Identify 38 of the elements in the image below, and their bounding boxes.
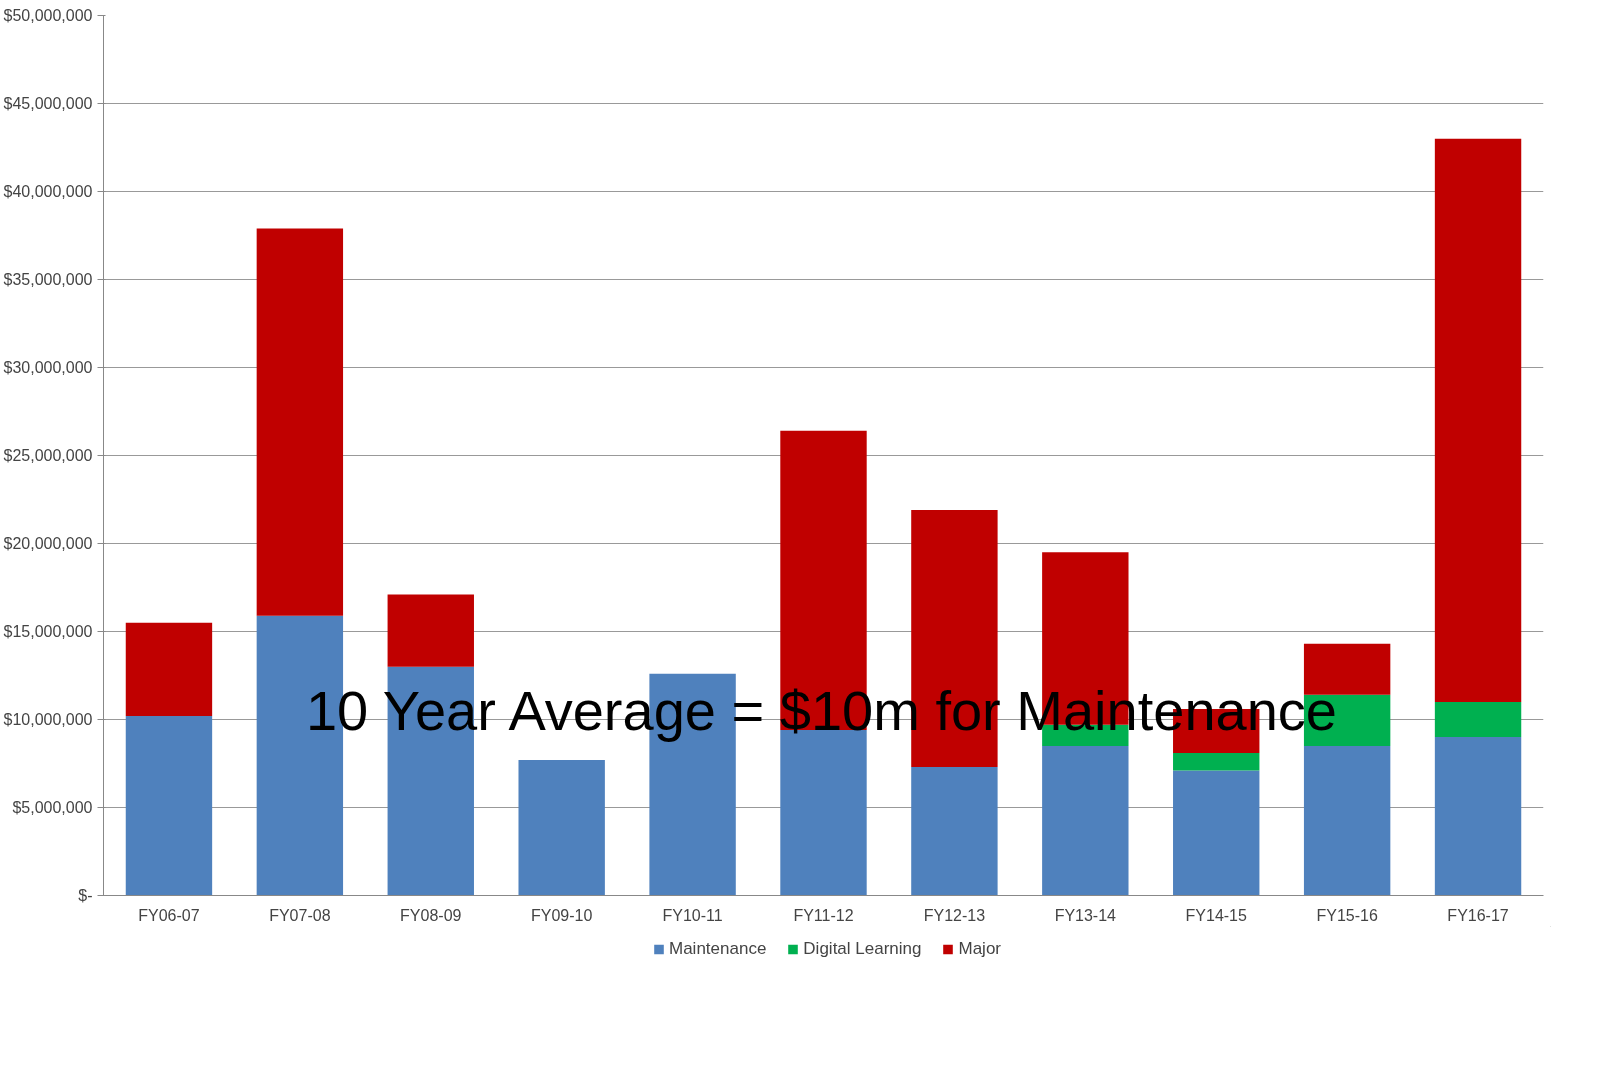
y-tick-label: $5,000,000 [12, 799, 93, 816]
x-tick-label: FY07-08 [269, 906, 331, 924]
bar [387, 594, 474, 667]
bar [1434, 138, 1522, 702]
x-tick-label: FY13-14 [1054, 906, 1117, 924]
bar [911, 767, 998, 896]
x-tick-label: FY06-07 [138, 906, 200, 924]
legend-label: Digital Learning [803, 938, 922, 959]
y-tick-label: $35,000,000 [3, 271, 93, 288]
bar [1434, 737, 1522, 896]
y-tick-label: $50,000,000 [3, 7, 93, 24]
legend-label: Major [958, 938, 1001, 959]
x-tick-label: FY08-09 [400, 906, 462, 924]
y-tick-label: $25,000,000 [3, 447, 93, 464]
y-tick-label: $45,000,000 [3, 95, 93, 112]
x-tick-label: FY09-10 [531, 906, 593, 924]
bar [1173, 770, 1260, 896]
x-tick-label: FY14-15 [1185, 906, 1248, 924]
bar [1173, 752, 1260, 771]
y-tick-label: $20,000,000 [3, 535, 93, 552]
y-tick-label: $10,000,000 [3, 711, 93, 728]
bar [1434, 701, 1522, 738]
x-tick-label: FY11-12 [793, 906, 854, 924]
x-tick-label: FY16-17 [1447, 906, 1509, 924]
y-tick-label: $40,000,000 [3, 183, 93, 200]
bar [1303, 745, 1391, 896]
x-tick-label: FY15-16 [1316, 906, 1378, 924]
y-tick-label: $15,000,000 [3, 623, 93, 640]
x-tick-label: FY12-13 [923, 906, 986, 924]
bar [1042, 745, 1129, 896]
bar [256, 228, 344, 616]
x-tick-label: FY10-11 [662, 906, 723, 924]
bar [125, 622, 213, 716]
bar [125, 715, 213, 896]
legend-label: Maintenance [669, 938, 767, 959]
y-tick-label: $- [78, 887, 93, 904]
bar [518, 759, 605, 896]
y-tick-label: $30,000,000 [3, 359, 93, 376]
